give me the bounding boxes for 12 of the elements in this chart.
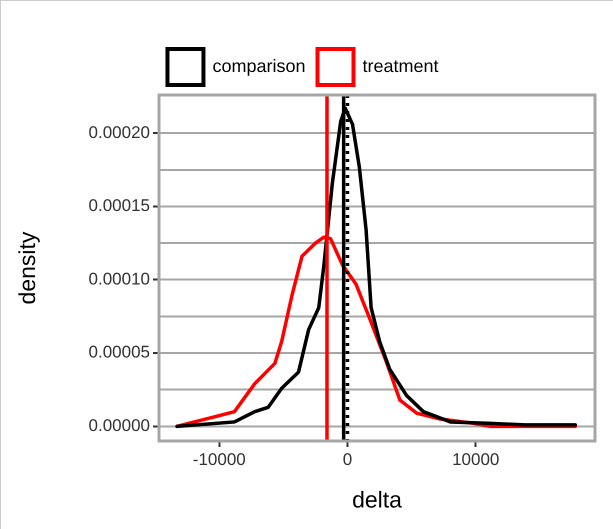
y-tick-label: 0.00005 — [88, 342, 150, 362]
x-tick-label: 10000 — [452, 450, 500, 469]
legend-label: treatment — [362, 56, 439, 76]
y-tick-label: 0.00000 — [88, 416, 150, 436]
x-axis-title: delta — [352, 486, 402, 513]
x-tick-label: 0 — [342, 450, 352, 469]
y-tick-label: 0.00010 — [88, 269, 150, 288]
y-tick-label: 0.00015 — [88, 196, 150, 216]
x-tick-label: -10000 — [192, 450, 246, 469]
y-tick-label: 0.00020 — [88, 122, 150, 142]
legend-label: comparison — [212, 56, 306, 76]
y-axis-title: density — [14, 231, 40, 304]
